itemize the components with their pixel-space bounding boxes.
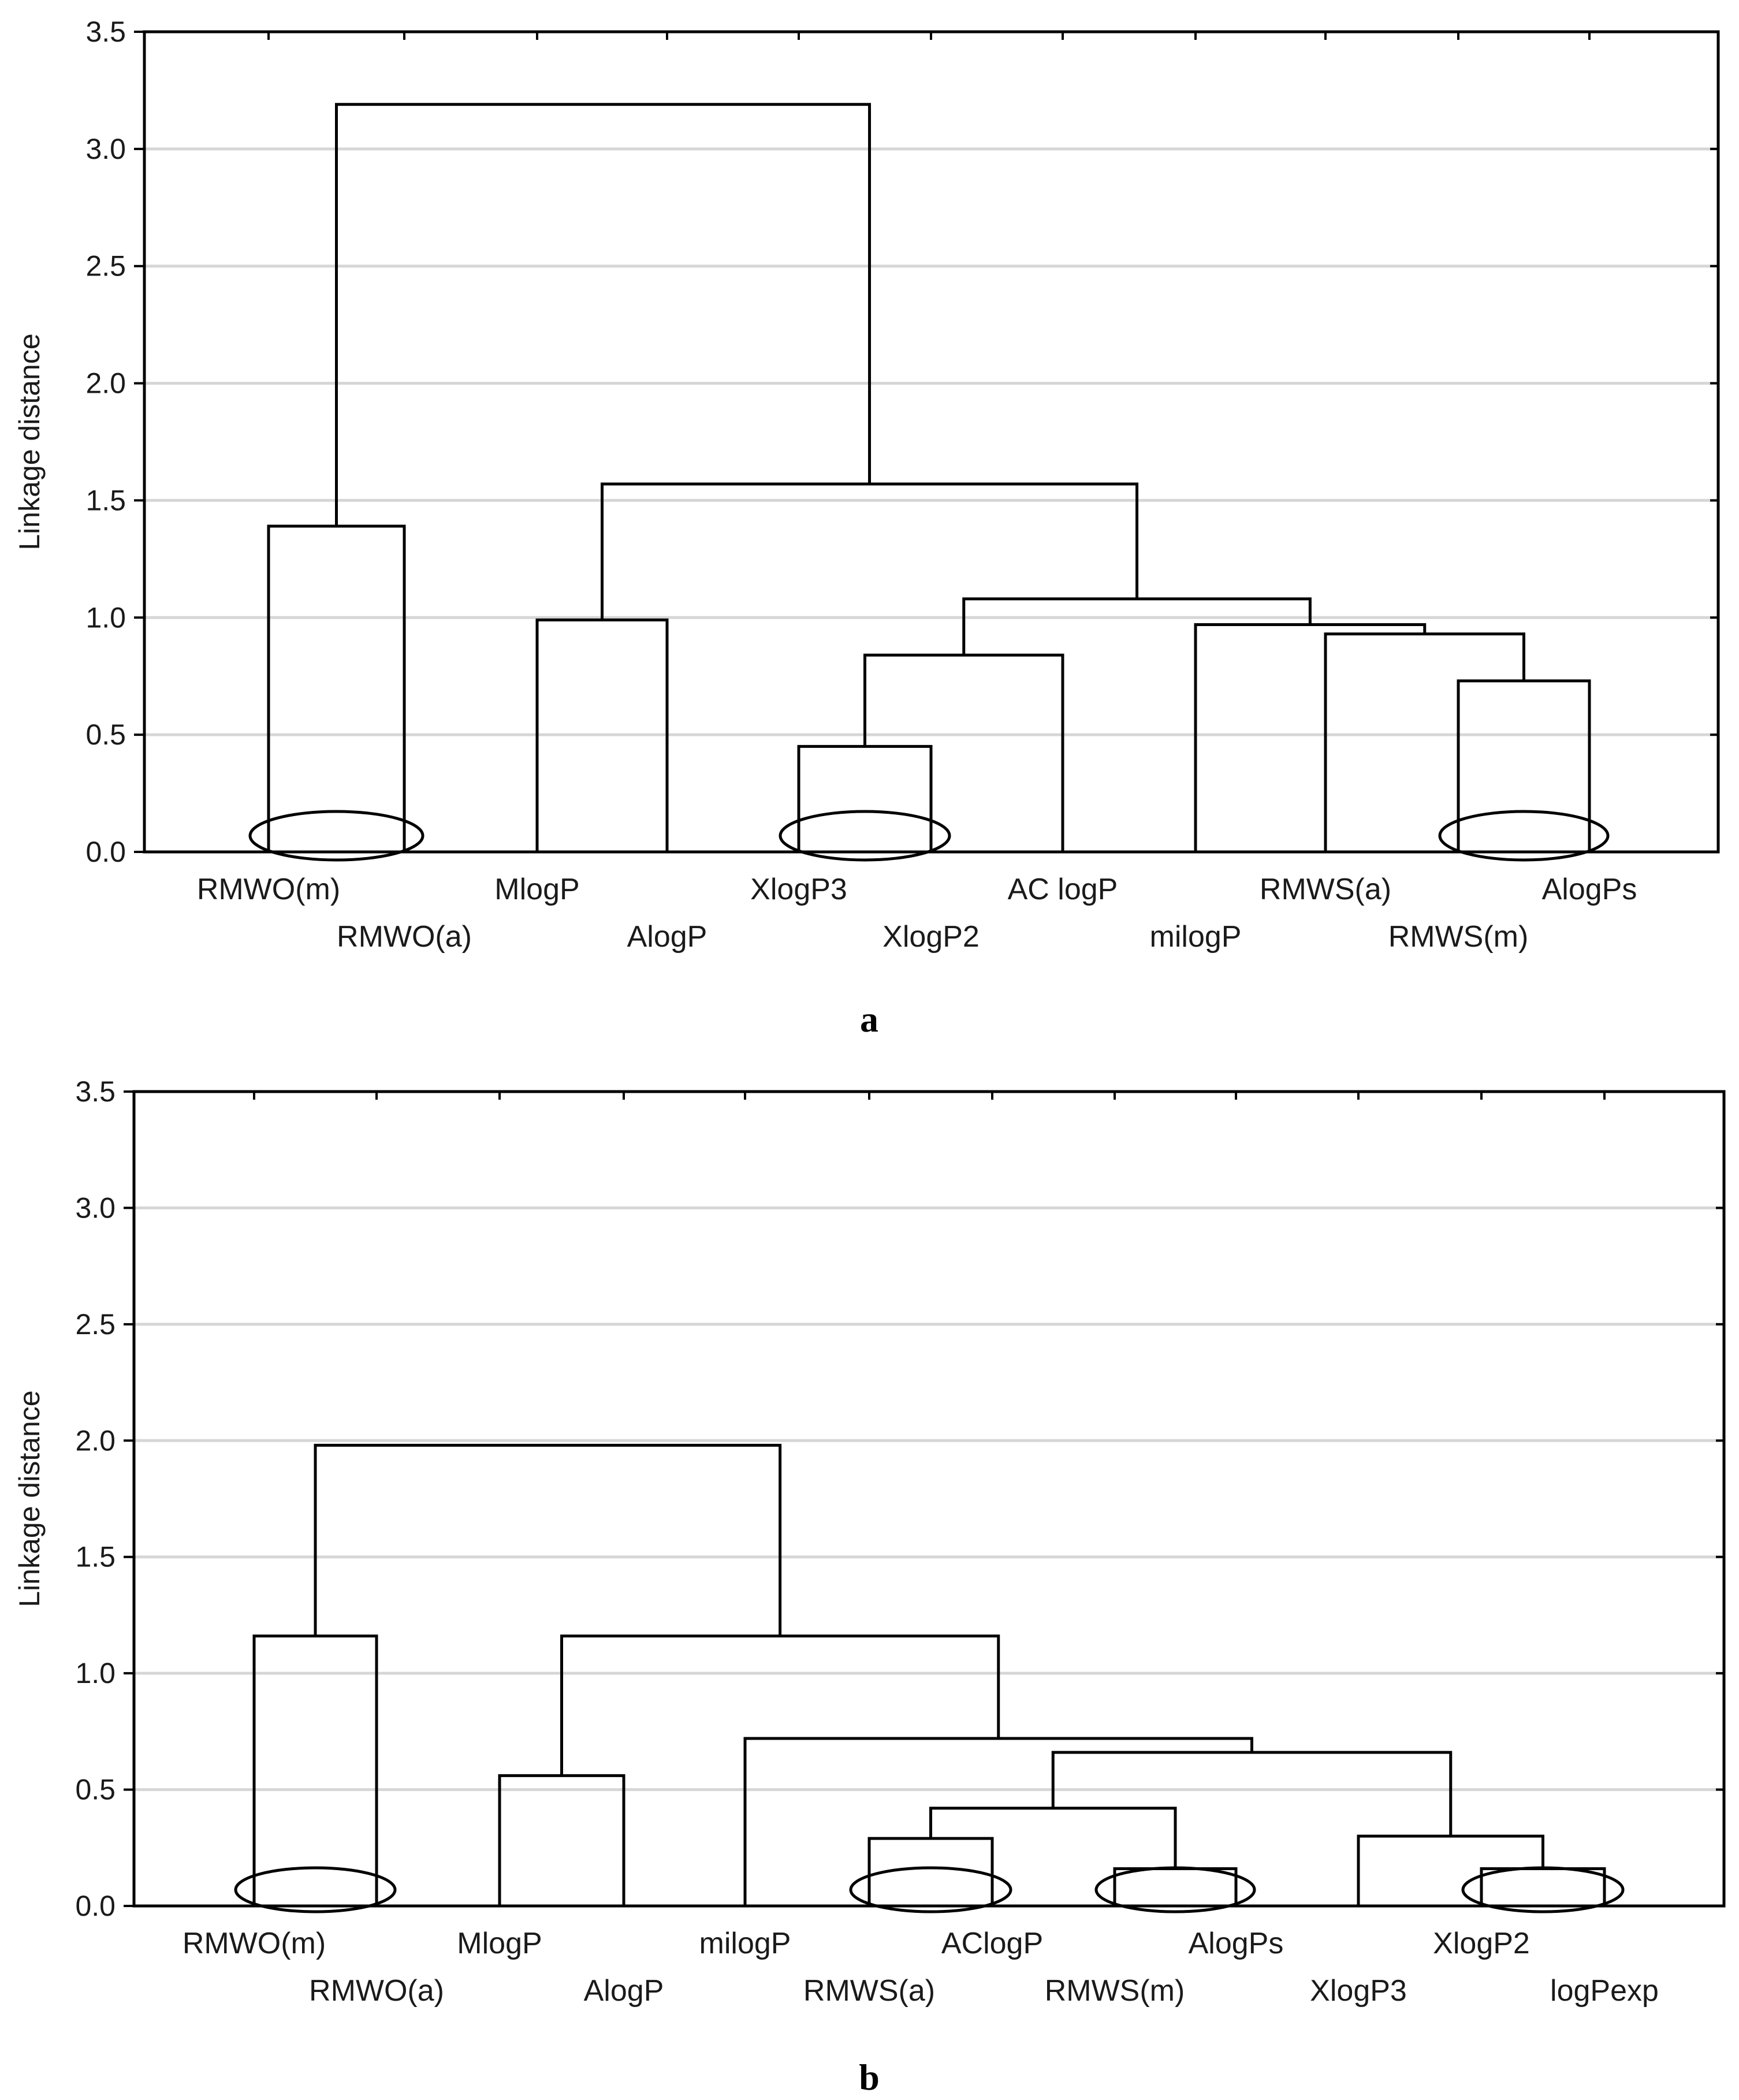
dendrogram-link [1113, 1867, 1238, 1906]
leaf-label: RMWS(a) [803, 1974, 935, 2008]
leaf-label: AC logP [1008, 873, 1118, 906]
cluster-highlight-ellipse [849, 1866, 1012, 1913]
y-tick-label: 3.5 [85, 16, 126, 48]
leaf-label: AlogP [584, 1974, 664, 2008]
dendrogram-link [560, 1634, 1000, 1776]
y-tick-label: 0.5 [85, 718, 126, 751]
leaf-label: AlogPs [1542, 873, 1637, 906]
y-tick-label: 3.0 [85, 133, 126, 165]
plot-frame [143, 30, 1720, 854]
dendrogram-link [498, 1774, 625, 1906]
leaf-label: MlogP [494, 873, 579, 906]
y-tick-label: 2.5 [75, 1308, 116, 1341]
dendrogram-link [267, 524, 406, 852]
y-tick-label: 2.0 [75, 1424, 116, 1457]
leaf-label: RMWO(m) [197, 873, 340, 906]
y-tick-label: 2.0 [85, 367, 126, 400]
y-tick-label: 0.0 [75, 1890, 116, 1922]
leaf-label: logPexp [1550, 1974, 1659, 2008]
y-axis-label: Linkage distance [13, 1390, 46, 1607]
dendrogram-link [314, 1443, 782, 1636]
y-tick-label: 2.5 [85, 250, 126, 282]
y-tick-label: 1.0 [75, 1657, 116, 1689]
leaf-label: AClogP [941, 1927, 1043, 1960]
cluster-highlight-ellipse [779, 810, 951, 862]
dendrogram-link [863, 653, 1064, 852]
dendrogram-link [797, 744, 933, 852]
y-tick-label: 1.5 [75, 1541, 116, 1573]
leaf-label: AlogP [627, 920, 707, 954]
leaf-label: AlogPs [1189, 1927, 1284, 1960]
leaf-label: RMWO(a) [309, 1974, 444, 2008]
dendrogram-link [1194, 623, 1427, 852]
dendrogram-link [1480, 1867, 1606, 1906]
dendrogram-link [252, 1634, 378, 1906]
dendrogram-link [335, 103, 872, 527]
dendrogram-link [1324, 632, 1525, 852]
y-tick-label: 1.5 [85, 484, 126, 516]
dendrogram-link [1357, 1834, 1544, 1906]
leaf-label: XlogP3 [1310, 1974, 1407, 2008]
leaf-label: milogP [699, 1927, 791, 1960]
leaf-label: RMWO(a) [337, 920, 472, 954]
dendrogram-link [1457, 679, 1591, 852]
y-tick-label: 0.5 [75, 1774, 116, 1806]
dendrogram-link [601, 482, 1139, 620]
cluster-highlight-ellipse [1461, 1866, 1625, 1913]
leaf-label: RMWS(m) [1388, 920, 1529, 954]
y-tick-label: 3.0 [75, 1192, 116, 1224]
y-tick-label: 0.0 [85, 836, 126, 868]
leaf-label: RMWS(m) [1045, 1974, 1185, 2008]
cluster-highlight-ellipse [1094, 1866, 1256, 1913]
y-tick-label: 1.0 [85, 601, 126, 634]
leaf-label: XlogP3 [750, 873, 847, 906]
dendrogram-b: 0.0 0.5 1.0 1.5 2.0 2.5 3.0 3.5 Linkage distance… [13, 1075, 1726, 2008]
leaf-label: MlogP [457, 1927, 542, 1960]
y-axis-label: Linkage distance [13, 333, 46, 550]
leaf-label: milogP [1150, 920, 1242, 954]
leaf-label: XlogP2 [882, 920, 980, 954]
cluster-highlight-ellipse [234, 1866, 397, 1913]
dendrogram-link [962, 597, 1312, 656]
cluster-highlight-ellipse [1438, 810, 1610, 862]
dendrogram-link [1051, 1751, 1453, 1837]
cluster-highlight-ellipse [248, 810, 424, 862]
dendrogram-a: 0.0 0.5 1.0 1.5 2.0 2.5 3.0 3.5 Linkage distance… [13, 16, 1720, 954]
leaf-label: RMWO(m) [183, 1927, 326, 1960]
y-tick-label: 3.5 [75, 1075, 116, 1108]
panel-label-a: a [860, 999, 878, 1040]
plot-frame [132, 1090, 1726, 1908]
leaf-label: RMWS(a) [1260, 873, 1391, 906]
panel-label-b: b [859, 2057, 880, 2098]
leaf-label: XlogP2 [1433, 1927, 1530, 1960]
